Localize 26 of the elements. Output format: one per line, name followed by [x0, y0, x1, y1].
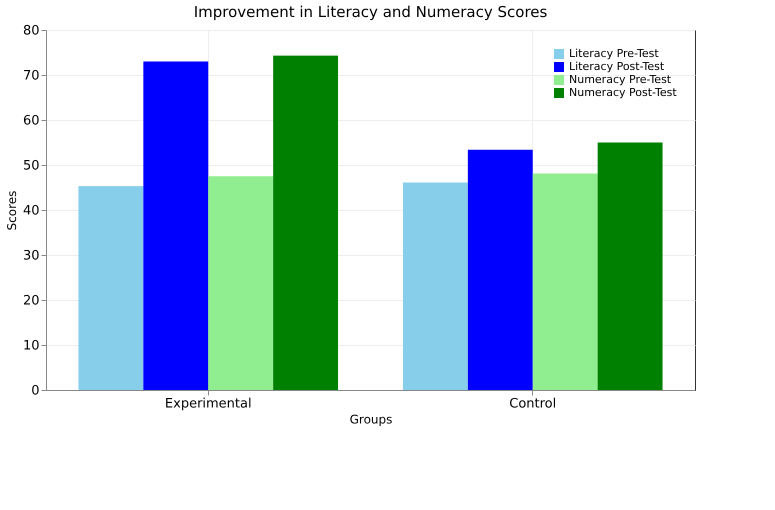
bar	[598, 142, 663, 390]
y-tick-label: 20	[22, 294, 40, 308]
x-axis-title: Groups	[350, 412, 392, 426]
bar	[468, 150, 533, 390]
y-tick-label: 50	[22, 158, 40, 174]
legend-label: Literacy Pre-Test	[569, 47, 660, 60]
legend-label: Numeracy Post-Test	[569, 86, 678, 99]
y-tick-label: 0	[31, 384, 40, 398]
chart-title: Improvement in Literacy and Numeracy Scores	[194, 3, 548, 21]
y-tick-label: 70	[22, 68, 40, 84]
y-tick-label: 10	[22, 338, 40, 354]
x-tick-label: Control	[509, 396, 556, 412]
bar	[273, 56, 338, 390]
bar	[402, 182, 468, 390]
bar	[532, 174, 598, 390]
bar	[208, 176, 274, 390]
y-axis-title: Scores	[4, 190, 19, 230]
x-tick-label: Experimental	[164, 396, 252, 412]
bar	[143, 62, 208, 390]
y-tick-label: 80	[22, 24, 40, 38]
bar	[78, 186, 144, 390]
y-tick-label: 30	[22, 248, 40, 264]
y-tick-label: 40	[22, 204, 40, 218]
y-tick-label: 60	[22, 114, 40, 128]
legend-label: Numeracy Pre-Test	[569, 73, 672, 86]
legend-label: Literacy Post-Test	[569, 60, 665, 73]
